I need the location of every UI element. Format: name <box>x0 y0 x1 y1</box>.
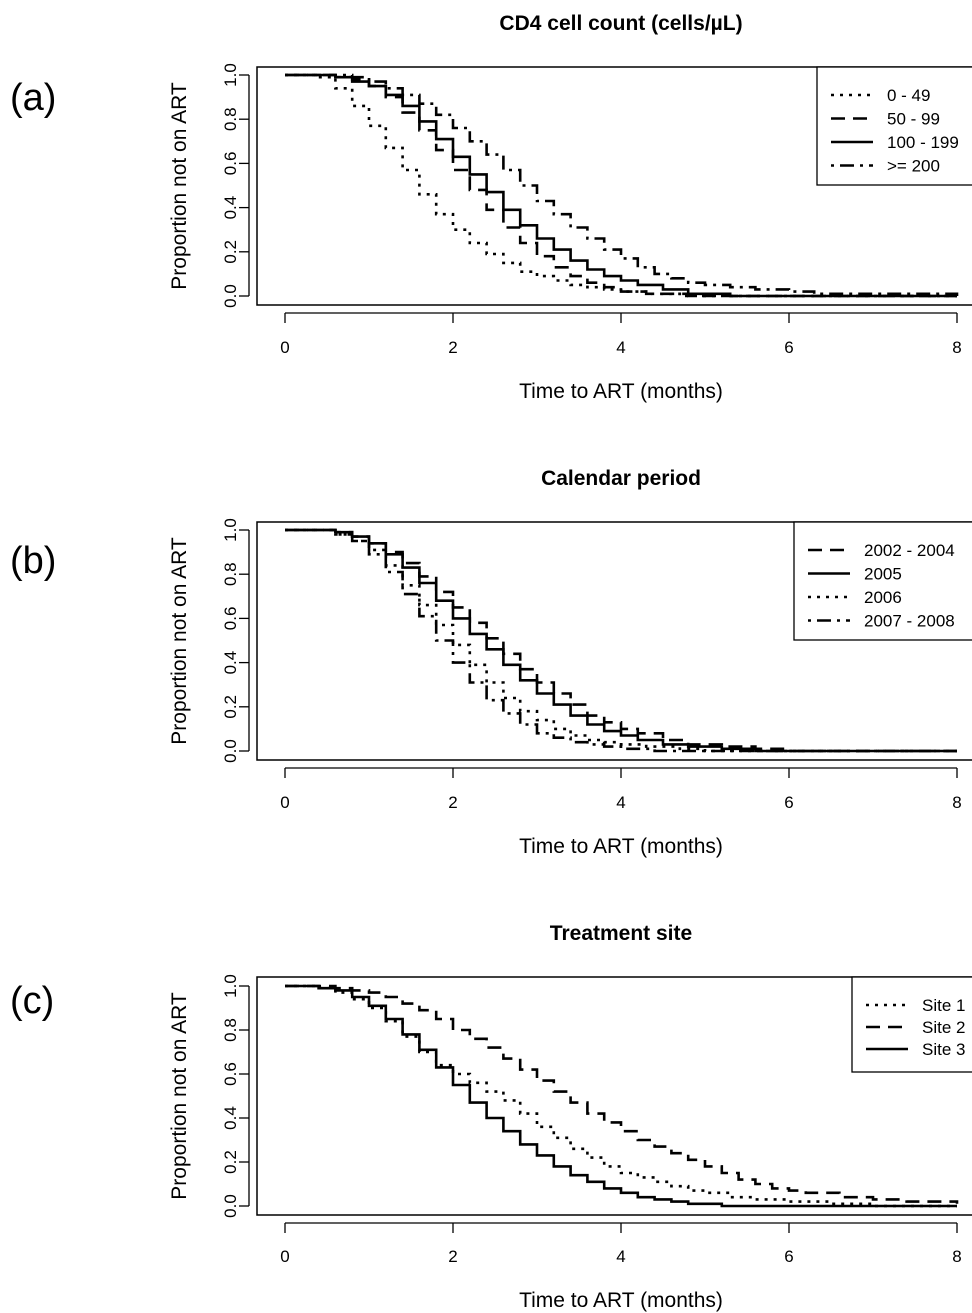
series-line-0-49 <box>285 73 957 298</box>
x-tick-label: 6 <box>784 1247 793 1266</box>
legend-label: 100 - 199 <box>887 133 959 152</box>
x-tick-label: 4 <box>616 1247 625 1266</box>
y-tick-label: 0.8 <box>221 107 240 131</box>
series-line-100-199 <box>285 73 957 298</box>
y-tick-label: 0.0 <box>221 739 240 763</box>
legend: Site 1 Site 2 Site 3 <box>851 976 972 1073</box>
y-tick-label: 1.0 <box>221 974 240 998</box>
series-line-200 <box>285 73 959 296</box>
legend-label: 0 - 49 <box>887 86 930 105</box>
x-tick-label: 8 <box>952 793 961 812</box>
series-line-2005 <box>285 528 957 753</box>
y-tick-label: 0.4 <box>221 651 240 675</box>
x-tick-label: 4 <box>616 793 625 812</box>
plot-frame <box>256 976 972 1216</box>
x-tick-label: 2 <box>448 1247 457 1266</box>
y-axis-label: Proportion not on ART <box>168 82 191 290</box>
x-tick-label: 4 <box>616 338 625 357</box>
legend-box <box>851 976 972 1073</box>
plot-frame <box>256 66 972 306</box>
x-tick-label: 6 <box>784 793 793 812</box>
x-tick-label: 8 <box>952 338 961 357</box>
legend: 2002 - 2004 2005 2006 2007 - 2008 <box>793 521 972 641</box>
legend: 0 - 49 50 - 99 100 - 199 >= 200 <box>816 66 972 186</box>
legend-label: 50 - 99 <box>887 110 940 129</box>
x-tick-label: 8 <box>952 1247 961 1266</box>
panel-c: (c) Treatment site 0 2 4 6 8 0.0 0.2 0.4 0.6 0.8 1.0… <box>10 922 972 1312</box>
y-tick-label: 0.2 <box>221 695 240 719</box>
x-axis-label: Time to ART (months) <box>519 835 723 858</box>
legend-label: >= 200 <box>887 157 940 176</box>
y-tick-label: 0.8 <box>221 1018 240 1042</box>
series-line-site-2 <box>285 984 959 1204</box>
panel-letter-c: (c) <box>10 980 54 1022</box>
panel-letter-b: (b) <box>10 540 56 582</box>
chart-title: CD4 cell count (cells/µL) <box>499 12 742 35</box>
y-tick-label: 0.6 <box>221 607 240 631</box>
x-tick-label: 0 <box>280 793 289 812</box>
x-axis-label: Time to ART (months) <box>519 1289 723 1312</box>
legend-label: 2006 <box>864 588 902 607</box>
y-tick-label: 0.8 <box>221 562 240 586</box>
x-tick-label: 0 <box>280 338 289 357</box>
y-tick-label: 0.6 <box>221 1062 240 1086</box>
legend-label: Site 2 <box>922 1018 965 1037</box>
panel-a: (a) CD4 cell count (cells/µL) 0 2 4 6 8 0.0 0.2 0… <box>10 12 972 403</box>
y-tick-label: 0.2 <box>221 240 240 264</box>
series-line-2007-2008 <box>285 528 957 753</box>
y-tick-label: 1.0 <box>221 518 240 542</box>
plot-frame <box>256 521 972 761</box>
panel-letter-a: (a) <box>10 77 56 119</box>
y-tick-label: 0.0 <box>221 284 240 308</box>
y-tick-label: 0.6 <box>221 152 240 176</box>
x-tick-label: 0 <box>280 1247 289 1266</box>
y-axis-label: Proportion not on ART <box>168 537 191 745</box>
chart-title: Treatment site <box>550 922 692 945</box>
series-line-site-3 <box>285 984 957 1208</box>
y-tick-label: 0.4 <box>221 1106 240 1130</box>
y-tick-label: 0.2 <box>221 1150 240 1174</box>
legend-label: Site 3 <box>922 1040 965 1059</box>
x-tick-label: 2 <box>448 338 457 357</box>
panel-b: (b) Calendar period 0 2 4 6 8 0.0 0.2 0.4 0.6 0.8 1.… <box>10 467 972 858</box>
chart-title: Calendar period <box>541 467 701 490</box>
y-tick-label: 0.0 <box>221 1194 240 1218</box>
series-line-2006 <box>285 528 957 753</box>
y-tick-label: 0.4 <box>221 196 240 220</box>
y-tick-label: 1.0 <box>221 63 240 87</box>
x-tick-label: 2 <box>448 793 457 812</box>
legend-label: Site 1 <box>922 996 965 1015</box>
legend-label: 2005 <box>864 565 902 584</box>
x-tick-label: 6 <box>784 338 793 357</box>
x-axis-label: Time to ART (months) <box>519 380 723 403</box>
legend-label: 2007 - 2008 <box>864 612 955 631</box>
y-axis-label: Proportion not on ART <box>168 992 191 1200</box>
legend-label: 2002 - 2004 <box>864 541 955 560</box>
